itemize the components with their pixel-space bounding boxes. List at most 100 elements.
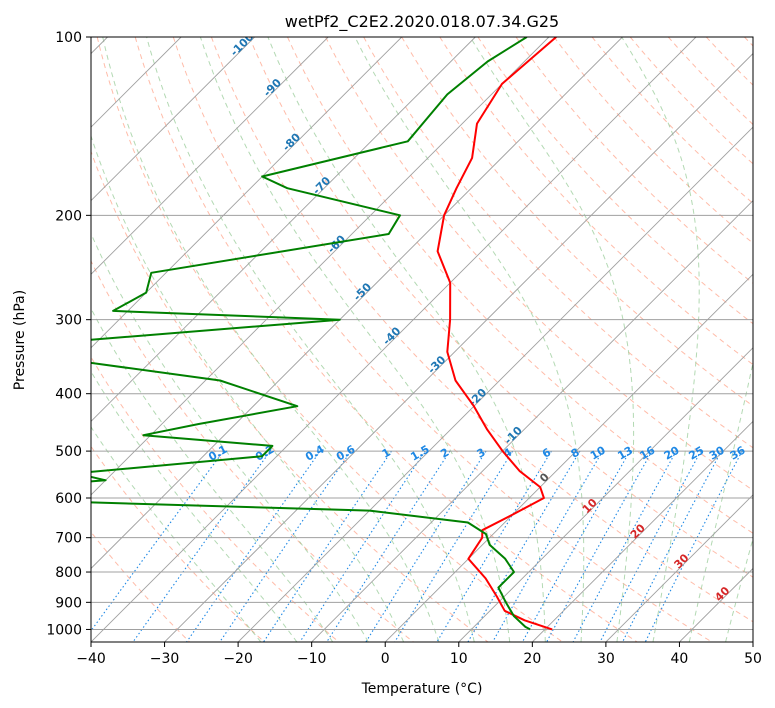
moist-adiabat [102, 37, 440, 642]
y-axis-label: Pressure (hPa) [12, 290, 28, 390]
plot-frame [90, 36, 754, 643]
isotherm-label: -40 [380, 324, 403, 347]
dry-adiabat [134, 37, 638, 642]
isotherm-line [458, 347, 753, 642]
mixing-ratio-line [599, 450, 702, 642]
isotherm-label: -90 [261, 76, 284, 99]
y-tick-label: 300 [55, 313, 82, 329]
mixing-ratio-lines [91, 450, 743, 642]
dry-adiabat [325, 37, 753, 491]
x-tick-label: 0 [381, 651, 390, 667]
isotherm-line [91, 37, 329, 275]
y-tick-label: 500 [55, 444, 82, 460]
mixing-ratio-label: 13 [615, 444, 635, 463]
mixing-ratio-label: 2 [438, 446, 451, 461]
isotherm-label: -50 [351, 280, 374, 303]
moist-adiabat [267, 37, 546, 642]
moist-adiabat [91, 134, 405, 642]
dry-adiabat [744, 37, 753, 47]
dry-adiabat [91, 445, 265, 642]
mixing-ratio-label: 6 [540, 445, 553, 460]
mixing-ratio-line [492, 450, 604, 642]
dry-adiabat [591, 37, 753, 204]
dry-adiabat [515, 37, 753, 284]
mixing-ratio-label: 10 [588, 444, 608, 463]
dry-adiabat [287, 37, 753, 534]
mixing-ratio-label: 20 [662, 444, 682, 463]
mixing-ratio-line [299, 450, 426, 642]
sounding-line [436, 37, 557, 631]
isotherm-line [91, 37, 697, 642]
pressure-gridlines [91, 37, 753, 630]
moist-adiabat [688, 360, 753, 642]
moist-adiabat [91, 307, 334, 642]
isotherm-line [311, 200, 753, 642]
mixing-ratio-line [365, 450, 487, 642]
dry-adiabat [91, 150, 489, 642]
y-tick-label: 800 [55, 565, 82, 581]
mixing-ratio-label: 1 [380, 446, 393, 461]
dry-adiabat [210, 37, 753, 623]
mixing-ratio-label: 0.6 [334, 442, 358, 463]
isotherm-line [237, 126, 753, 642]
dry-adiabat [96, 37, 563, 642]
isotherm-line [91, 37, 623, 570]
dry-adiabat [553, 37, 753, 244]
isotherm-label: -20 [466, 386, 489, 409]
x-tick-label: 50 [744, 651, 762, 667]
isotherm-line [384, 273, 753, 642]
y-tick-label: 400 [55, 387, 82, 403]
mixing-ratio-line [522, 450, 631, 642]
dry-adiabat [248, 37, 753, 578]
isotherm-label: 20 [628, 521, 648, 541]
mixing-ratio-line [91, 450, 224, 632]
isotherm-line [91, 37, 255, 202]
mixing-ratio-label: 25 [686, 444, 706, 463]
dry-adiabat [172, 37, 713, 642]
moist-adiabat [146, 37, 475, 642]
y-tick-label: 200 [55, 208, 82, 224]
mixing-ratio-line [263, 450, 392, 642]
dry-adiabat [91, 356, 340, 642]
moist-adiabat [621, 37, 700, 642]
isotherm-line [752, 641, 753, 642]
moist-adiabat [354, 37, 585, 642]
isotherm-label: -100 [228, 30, 257, 59]
mixing-ratio-label: 36 [728, 444, 748, 463]
dry-adiabat [91, 259, 414, 642]
mixing-ratio-line [622, 450, 722, 642]
moist-adiabat [91, 426, 262, 642]
dry-adiabats [91, 37, 753, 642]
y-tick-label: 1000 [46, 622, 82, 638]
y-tick-label: 600 [55, 491, 82, 507]
x-tick-label: −30 [150, 651, 180, 667]
isotherms [91, 37, 753, 642]
isotherm-line [91, 37, 476, 422]
x-tick-label: −10 [297, 651, 327, 667]
dry-adiabat [705, 37, 753, 86]
dry-adiabat [401, 37, 753, 407]
mixing-ratio-line [219, 450, 352, 642]
mixing-ratio-label: 3 [475, 446, 488, 461]
mixing-ratio-line [644, 450, 743, 642]
isotherm-line [679, 567, 753, 642]
isotherm-line [532, 420, 753, 642]
y-tick-label: 100 [55, 30, 82, 46]
x-tick-label: 10 [450, 651, 468, 667]
mixing-ratio-line [572, 450, 677, 642]
isotherm-line [605, 494, 753, 642]
mixing-ratio-line [186, 450, 321, 642]
sounding-line [91, 37, 531, 631]
axis-ticks: −40 −30 −20 −10 0 10 20 30 40 5010020030040050060… [46, 30, 762, 667]
sounding-series [91, 37, 557, 631]
dry-adiabat [363, 37, 753, 449]
x-axis-label: Temperature (°C) [361, 681, 483, 697]
isotherm-label: -80 [280, 130, 303, 153]
mixing-ratio-line [546, 450, 653, 642]
moist-adiabat [91, 232, 369, 642]
moist-adiabat [91, 370, 298, 642]
moist-adiabat [469, 37, 635, 642]
mixing-ratio-line [326, 450, 451, 642]
chart-title: wetPf2_C2E2.2020.018.07.34.G25 [285, 12, 559, 32]
